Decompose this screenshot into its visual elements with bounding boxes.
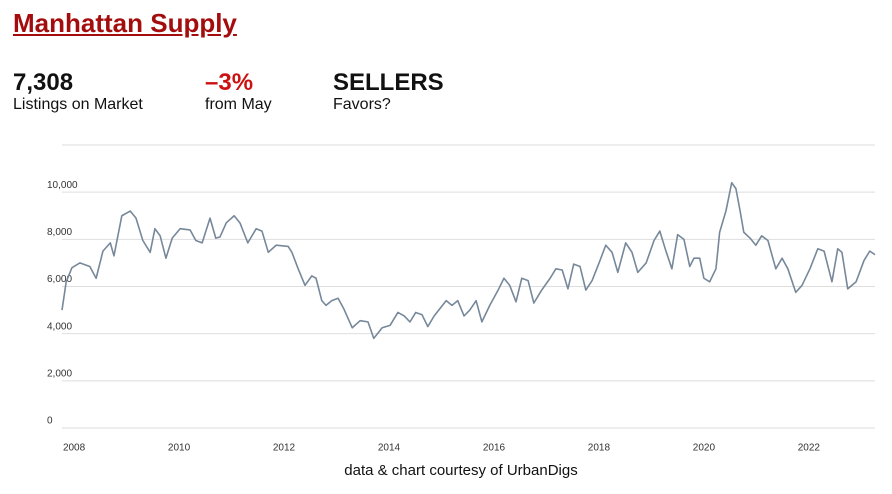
stat-value: –3%: [205, 69, 254, 96]
x-tick-label: 2008: [63, 443, 86, 454]
x-tick-label: 2018: [588, 443, 611, 454]
stat-value: SELLERS: [333, 69, 444, 96]
y-tick-label: 10,000: [47, 180, 78, 191]
x-tick-label: 2012: [273, 443, 296, 454]
y-tick-label: 4,000: [47, 321, 72, 332]
y-tick-label: 8,000: [47, 227, 72, 238]
stat-value: 7,308: [13, 69, 74, 96]
stat-label: Listings on Market: [13, 96, 143, 113]
y-tick-label: 0: [47, 416, 53, 427]
x-tick-label: 2014: [378, 443, 401, 454]
x-tick-label: 2022: [798, 443, 821, 454]
x-tick-label: 2010: [168, 443, 191, 454]
stat-label: Favors?: [333, 96, 391, 113]
data-line: [61, 181, 876, 340]
stat-label: from May: [205, 96, 272, 113]
x-tick-label: 2020: [693, 443, 716, 454]
credit: data & chart courtesy of UrbanDigs: [344, 462, 577, 479]
stat: –3% from May: [205, 70, 272, 114]
stat: SELLERS Favors?: [333, 70, 444, 114]
x-tick-label: 2016: [483, 443, 506, 454]
stat: 7,308 Listings on Market: [13, 70, 143, 114]
y-tick-label: 2,000: [47, 368, 72, 379]
page-title: Manhattan Supply: [13, 8, 237, 38]
y-tick-label: 6,000: [47, 274, 72, 285]
